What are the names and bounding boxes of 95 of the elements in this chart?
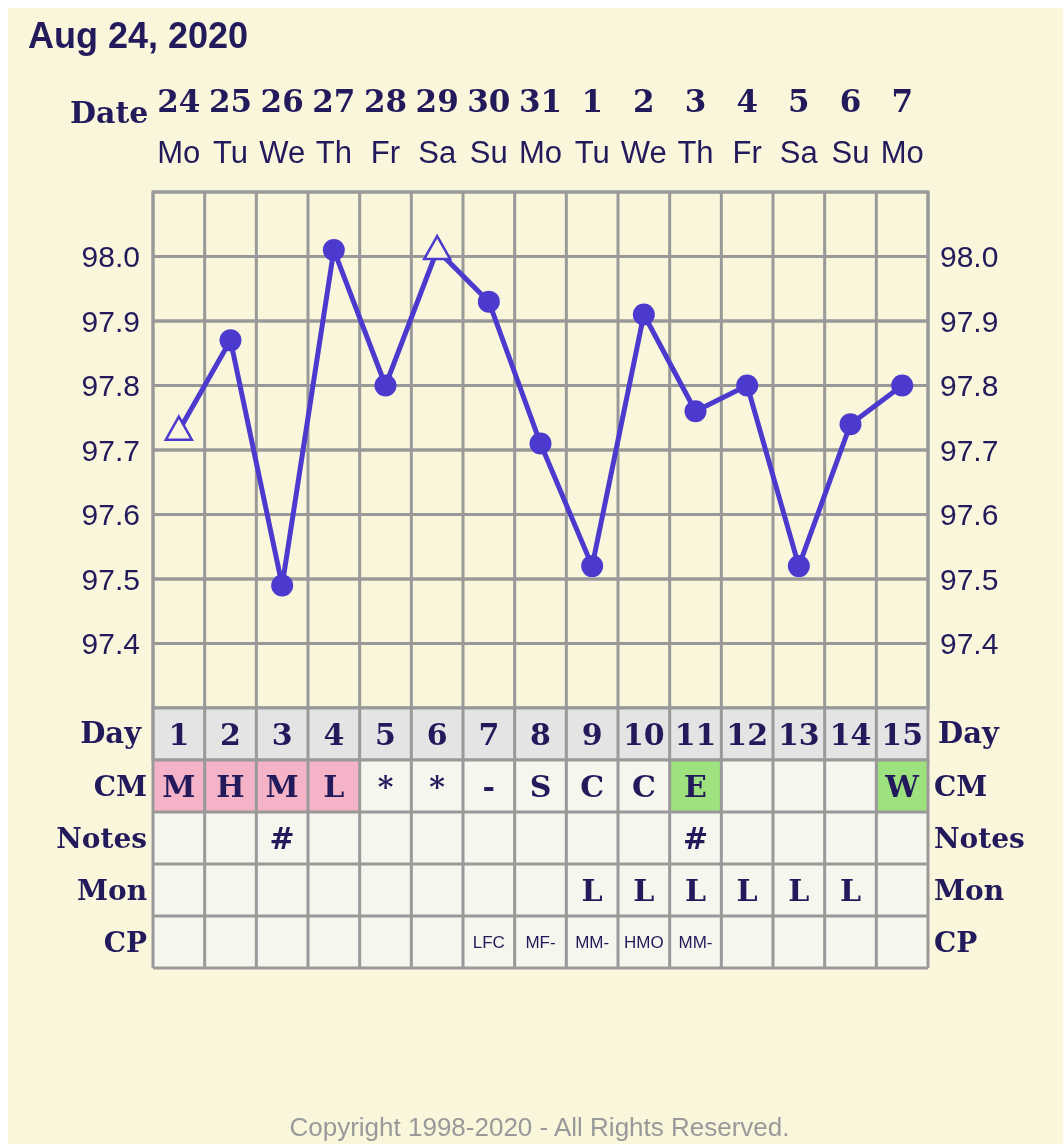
x-tick-label: 3 Th xyxy=(677,83,714,170)
text: LFC xyxy=(472,933,505,953)
y2-tick-label: 97.4 xyxy=(940,627,999,660)
point xyxy=(684,400,707,423)
y-tick-label: 97.6 xyxy=(81,498,140,531)
point xyxy=(271,574,294,597)
text: MM- xyxy=(678,933,713,953)
text: # xyxy=(682,820,709,856)
text: W xyxy=(885,768,920,804)
y-tick-label: 98.0 xyxy=(81,240,140,273)
x-tick-label: 24 Mo xyxy=(157,83,201,170)
x2-tick-label: 3 xyxy=(271,716,293,752)
text: M xyxy=(162,768,196,804)
x-tick-label: 28 Fr xyxy=(363,83,408,170)
x-tick-label: 27 Th xyxy=(312,83,356,170)
point xyxy=(891,374,914,397)
point xyxy=(219,329,242,352)
y-tick-label: 97.8 xyxy=(81,369,140,402)
point xyxy=(322,239,345,262)
text: E xyxy=(684,768,707,804)
x-tick-label: 6 Su xyxy=(831,83,870,170)
category-label: Notes xyxy=(934,821,1025,855)
y-tick-label: 97.9 xyxy=(81,304,140,338)
x-tick-label: 4 Fr xyxy=(732,83,762,170)
category-label: CP xyxy=(103,925,147,959)
text: L xyxy=(788,872,810,908)
point xyxy=(529,432,552,455)
category-label: Mon xyxy=(76,873,147,907)
text: C xyxy=(580,768,605,804)
x2-tick-label: 8 xyxy=(530,716,551,752)
x2-axis-title: Day xyxy=(938,715,1000,750)
y2-tick-label: 97.5 xyxy=(940,562,999,596)
point xyxy=(477,290,500,313)
x-tick-label: 26 We xyxy=(259,83,306,170)
text: L xyxy=(684,872,707,908)
category-label: Mon xyxy=(934,873,1005,907)
category-label: CM xyxy=(93,769,147,803)
point xyxy=(374,374,397,397)
x-tick-label: 25 Tu xyxy=(208,83,253,170)
x2-tick-label: 15 xyxy=(881,716,924,752)
text: C xyxy=(631,768,656,804)
text: - xyxy=(482,768,496,804)
y2-tick-label: 97.7 xyxy=(940,433,999,467)
y2-tick-label: 97.9 xyxy=(940,304,999,338)
x2-tick-label: 9 xyxy=(581,716,603,752)
point xyxy=(787,555,810,578)
point xyxy=(736,374,759,397)
x2-tick-label: 13 xyxy=(777,716,820,752)
x2-tick-label: 5 xyxy=(375,716,396,752)
category-label: CM xyxy=(934,769,988,803)
x-tick-label: 31 Mo xyxy=(518,83,563,170)
text: HMO xyxy=(624,933,664,953)
text: Day xyxy=(80,715,141,750)
y2-tick-label: 97.8 xyxy=(940,369,999,402)
point xyxy=(839,413,862,436)
x-tick-label: 29 Sa xyxy=(415,83,459,170)
text: # xyxy=(269,820,295,856)
y-tick-label: 97.4 xyxy=(81,627,140,660)
y-tick-label: 97.7 xyxy=(81,433,140,467)
text: H xyxy=(216,768,245,804)
x-tick-label: 30 Su xyxy=(467,83,511,170)
text: L xyxy=(323,768,345,804)
category-label: CP xyxy=(934,925,978,959)
x2-tick-label: 11 xyxy=(674,716,717,752)
y2-tick-label: 98.0 xyxy=(940,240,999,273)
x-tick-label: 1 Tu xyxy=(574,83,610,170)
text: M xyxy=(265,768,299,804)
y-tick-label: 97.5 xyxy=(81,562,140,596)
point xyxy=(581,555,604,578)
x2-tick-label: 1 xyxy=(168,716,190,752)
x2-tick-label: 7 xyxy=(478,716,500,752)
text: MM- xyxy=(575,933,610,953)
text: * xyxy=(377,768,394,804)
text: MF- xyxy=(525,933,556,953)
text: L xyxy=(633,872,655,908)
text: Copyright 1998-2020 - All Rights Reserved. xyxy=(289,1112,790,1142)
x-tick-label: 7 Mo xyxy=(880,83,924,170)
x2-tick-label: 10 xyxy=(622,716,665,752)
text: L xyxy=(736,872,758,908)
x2-tick-label: 4 xyxy=(323,716,345,752)
chart-title: Aug 24, 2020 xyxy=(28,15,249,56)
y2-tick-label: 97.6 xyxy=(940,498,999,531)
text: L xyxy=(581,872,603,908)
x-axis-title: Date xyxy=(70,95,149,130)
x2-tick-label: 14 xyxy=(829,716,872,752)
point xyxy=(632,303,655,326)
x-tick-label: 5 Sa xyxy=(779,83,819,170)
x2-tick-label: 6 xyxy=(426,716,448,752)
category-label: Notes xyxy=(56,821,147,855)
x2-tick-label: 2 xyxy=(220,716,241,752)
text: * xyxy=(429,768,446,804)
x2-tick-label: 12 xyxy=(726,716,769,752)
x-tick-label: 2 We xyxy=(620,83,667,170)
text: S xyxy=(529,768,552,804)
text: L xyxy=(839,872,862,908)
